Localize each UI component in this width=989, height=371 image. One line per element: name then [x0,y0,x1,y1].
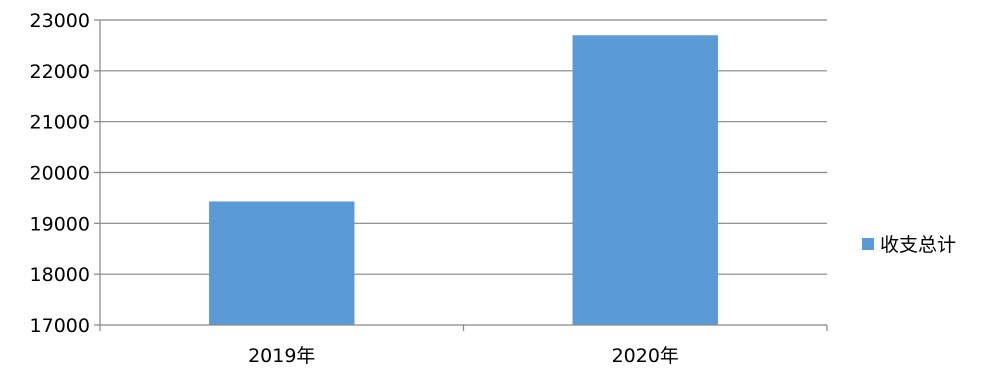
legend: 收支总计 [862,234,956,256]
axes [94,19,828,331]
legend-label: 收支总计 [880,234,956,256]
y-tick-label-19000: 19000 [30,213,90,235]
y-tick-label-23000: 23000 [30,10,90,32]
x-axis-tick-labels: 2019年 2020年 [248,345,679,367]
legend-swatch [862,238,874,250]
bar-2019年 [209,201,355,325]
y-tick-label-21000: 21000 [30,112,90,134]
y-tick-label-22000: 22000 [30,61,90,83]
x-tick-label-0: 2019年 [248,345,315,367]
bar-2020年 [572,35,718,325]
y-tick-label-17000: 17000 [30,315,90,337]
bars [209,35,718,325]
y-tick-label-18000: 18000 [30,264,90,286]
y-tick-label-20000: 20000 [30,163,90,185]
x-tick-label-1: 2020年 [612,345,679,367]
y-axis-tick-labels: 17000 18000 19000 20000 21000 22000 23000 [30,10,90,337]
